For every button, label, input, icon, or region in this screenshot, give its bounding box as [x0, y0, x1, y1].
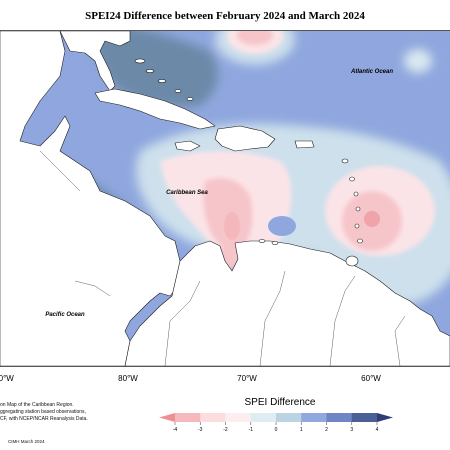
land — [0, 31, 450, 366]
label-pacific: Pacific Ocean — [45, 312, 85, 318]
legend-tick-label: 4 — [376, 427, 379, 433]
antilles-3 — [353, 191, 359, 197]
antilles-6 — [357, 238, 363, 244]
cuba — [94, 88, 216, 130]
caption-line-2: ggregating station based observations, — [0, 409, 86, 415]
legend-tick-label: -4 — [173, 427, 178, 433]
antilles-5 — [354, 223, 360, 229]
central-america — [0, 31, 181, 366]
legend-arrow-left — [159, 413, 175, 422]
south-america — [124, 240, 450, 366]
legend-title: SPEI Difference — [244, 397, 316, 408]
legend-swatch — [326, 413, 353, 422]
legend-swatch — [225, 413, 252, 422]
label-caribbean: Caribbean Sea — [166, 190, 208, 196]
legend-tick-label: -2 — [223, 427, 228, 433]
map-title: SPEI24 Difference between February 2024 … — [85, 10, 365, 22]
legend-tick-label: 1 — [300, 427, 303, 433]
pink-mid-top — [237, 31, 273, 45]
legend-swatch — [276, 413, 302, 422]
legend-arrow-right — [377, 413, 393, 422]
bahamas-5 — [186, 97, 194, 101]
bahamas-4 — [174, 89, 182, 93]
light-blue-atlantic — [404, 49, 432, 73]
antilles-1 — [341, 158, 349, 164]
hispaniola — [214, 125, 276, 152]
puerto-rico — [294, 140, 315, 149]
map-frame: Atlantic Ocean Caribbean Sea Pacific Oce… — [0, 30, 450, 367]
credit-text: CIMH March 2024 — [8, 439, 45, 444]
legend-colorbar: -4 -3 -2 -1 0 1 2 3 4 — [159, 413, 393, 433]
legend-tick-label: 0 — [275, 427, 278, 433]
legend-tick-label: 3 — [350, 427, 353, 433]
bahamas-3 — [157, 79, 167, 83]
map-svg: Atlantic Ocean Caribbean Sea Pacific Oce… — [0, 31, 450, 366]
curacao — [271, 241, 279, 245]
antilles-2 — [349, 176, 355, 182]
jamaica — [174, 140, 201, 152]
trinidad — [345, 255, 359, 267]
lon-label-70w: 70°W — [237, 374, 257, 383]
caption-line-3: CF, with NCEP/NCAR Reanalysis Data. — [0, 416, 88, 422]
legend-tick-label: -3 — [198, 427, 203, 433]
lon-label-90w: 90°W — [0, 374, 14, 383]
florida — [59, 31, 131, 92]
legend-swatch — [301, 413, 327, 422]
teal-zone-north — [91, 31, 218, 108]
pink-dark-east — [364, 211, 380, 227]
bahamas-2 — [145, 69, 155, 73]
label-atlantic: Atlantic Ocean — [350, 69, 393, 75]
bahamas-1 — [134, 58, 146, 64]
legend-swatches — [159, 413, 393, 422]
blue-cell-curacao — [268, 216, 296, 236]
lon-label-60w: 60°W — [361, 374, 381, 383]
legend-tick-label: 2 — [325, 427, 328, 433]
map-caption: on Map of the Caribbean Region. ggregati… — [0, 402, 120, 423]
legend-swatch — [250, 413, 277, 422]
pink-dark-shading — [224, 211, 380, 240]
pink-dark-central — [224, 212, 240, 240]
caption-line-1: on Map of the Caribbean Region. — [0, 402, 74, 408]
legend-swatch — [351, 413, 378, 422]
country-borders — [39, 150, 406, 366]
antilles-4 — [355, 206, 361, 212]
legend-ticks: -4 -3 -2 -1 0 1 2 3 4 — [173, 422, 379, 433]
legend-tick-label: -1 — [249, 427, 254, 433]
aruba — [258, 239, 266, 243]
legend-swatch — [175, 413, 201, 422]
legend-swatch — [200, 413, 226, 422]
lon-label-80w: 80°W — [118, 374, 138, 383]
